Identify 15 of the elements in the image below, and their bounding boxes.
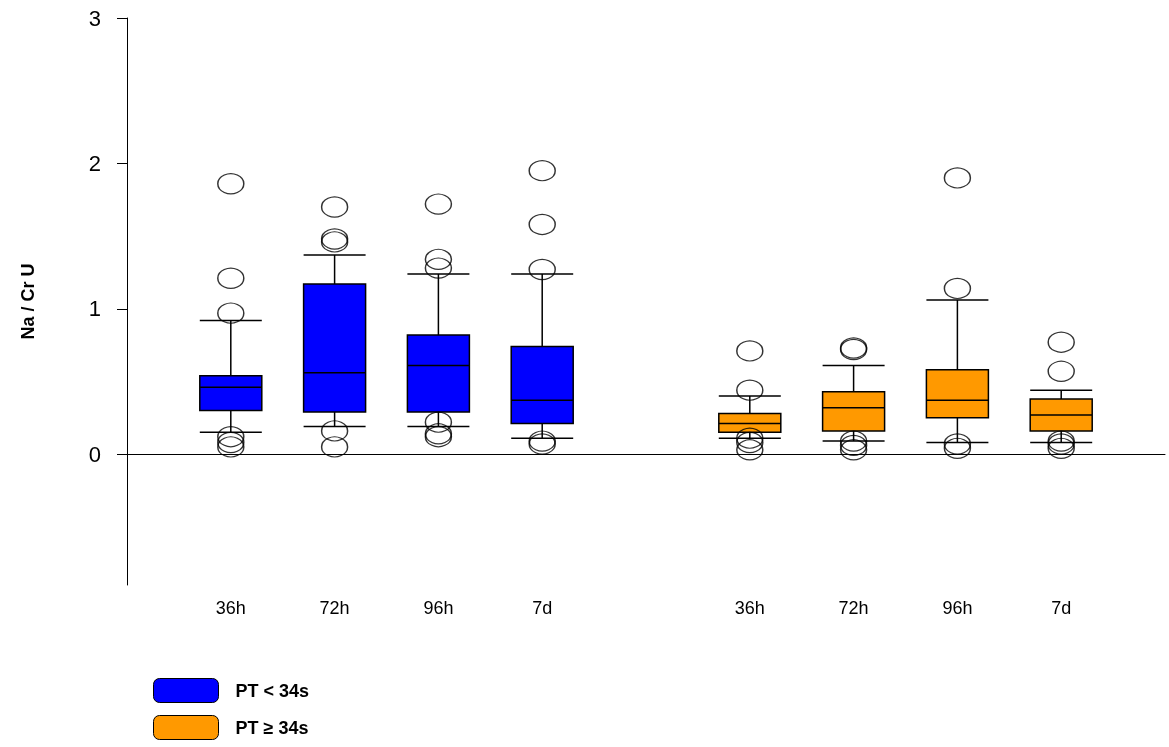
legend-label: PT ≥ 34s [235, 717, 309, 738]
x-tick-label: 7d [1051, 598, 1072, 618]
x-tick-label: 36h [215, 598, 246, 618]
y-axis-title: Na / Cr U [18, 263, 38, 340]
legend-label: PT < 34s [235, 680, 310, 701]
x-tick-label: 7d [532, 598, 553, 618]
x-tick-label: 96h [942, 598, 973, 618]
y-tick-label: 3 [88, 5, 101, 31]
y-tick-label: 1 [88, 296, 101, 322]
x-tick-label: 36h [734, 598, 765, 618]
x-tick-label: 96h [423, 598, 454, 618]
y-tick-label: 2 [88, 150, 101, 176]
y-tick-label: 0 [88, 441, 101, 467]
x-tick-label: 72h [838, 598, 869, 618]
x-tick-label: 72h [319, 598, 350, 618]
